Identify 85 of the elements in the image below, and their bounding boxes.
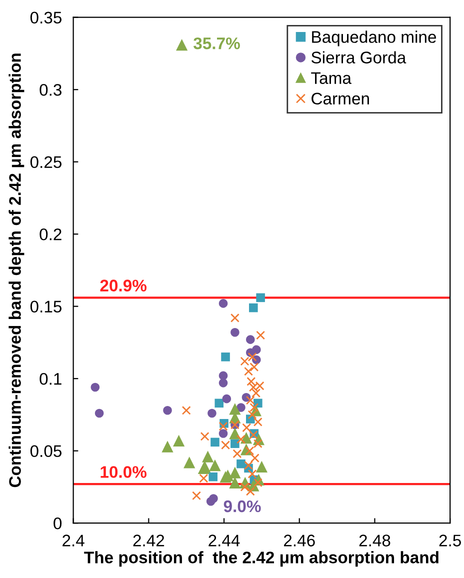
point <box>248 352 257 362</box>
annotation: 9.0% <box>224 500 261 512</box>
legend-label: Sierra Gorda <box>311 51 406 64</box>
point <box>163 406 172 415</box>
x-tick-label: 2.5 <box>439 534 461 546</box>
y-tick-label: 0.1 <box>40 372 62 385</box>
point <box>246 335 255 344</box>
point <box>176 38 188 51</box>
annotation: 20.9% <box>100 280 147 292</box>
y-tick-label: 0.25 <box>30 156 62 168</box>
point <box>253 417 262 426</box>
point <box>232 449 242 458</box>
x-tick-label: 2.46 <box>284 534 315 546</box>
point <box>242 423 252 432</box>
point <box>202 450 214 462</box>
point <box>229 466 241 478</box>
point <box>240 482 250 492</box>
point <box>200 432 210 441</box>
point <box>218 429 228 438</box>
point <box>256 293 265 302</box>
x-axis-title: The position of the 2.42 μm absorption band <box>84 551 438 567</box>
point <box>248 469 257 478</box>
point <box>250 454 260 463</box>
point <box>208 408 216 418</box>
legend-label: Baquedano mine <box>312 30 436 46</box>
point <box>208 472 218 482</box>
x-tick-label: 2.42 <box>133 534 164 546</box>
point <box>250 402 259 412</box>
point <box>230 313 240 322</box>
point <box>244 366 254 376</box>
point <box>162 440 174 452</box>
annotation: 35.7% <box>194 37 240 50</box>
point <box>229 476 241 488</box>
point <box>253 478 262 488</box>
point <box>246 376 256 386</box>
x-tick-label: 2.44 <box>208 534 240 546</box>
y-tick-label: 0.3 <box>40 84 62 96</box>
y-tick-label: 0.05 <box>30 445 62 458</box>
point <box>94 408 104 418</box>
point <box>250 362 259 372</box>
point <box>230 439 240 448</box>
point <box>253 439 262 448</box>
y-tick-label: 0 <box>54 517 62 530</box>
point <box>252 388 261 398</box>
point <box>256 460 268 473</box>
point <box>249 303 258 312</box>
point <box>246 486 255 496</box>
y-axis-title: Continuum-removed band depth of 2.42 μm absorption <box>8 54 24 488</box>
legend-label: Tama <box>311 72 352 84</box>
y-tick-label: 0.2 <box>40 228 62 240</box>
point <box>246 396 255 405</box>
legend-label: Carmen <box>312 92 369 105</box>
point <box>172 434 185 447</box>
point <box>214 398 224 408</box>
point <box>222 394 232 404</box>
point <box>245 446 254 456</box>
point <box>236 403 246 412</box>
point <box>199 474 208 483</box>
point <box>90 382 100 392</box>
point <box>229 403 241 415</box>
x-tick-label: 2.4 <box>62 534 84 546</box>
point <box>229 428 241 440</box>
point <box>236 434 246 444</box>
point <box>230 328 240 337</box>
annotation: 10.0% <box>100 466 147 478</box>
point <box>248 410 257 420</box>
point <box>184 456 196 468</box>
point <box>221 440 230 450</box>
point <box>209 459 221 472</box>
point <box>218 378 228 388</box>
x-tick-label: 2.48 <box>359 534 390 546</box>
point <box>192 491 202 500</box>
point <box>252 345 261 354</box>
y-tick-label: 0.15 <box>30 300 62 313</box>
point <box>209 494 218 503</box>
point <box>256 330 266 340</box>
point <box>244 460 254 470</box>
point <box>240 356 250 366</box>
point <box>218 299 228 308</box>
point <box>210 438 220 447</box>
point <box>182 406 191 415</box>
point <box>221 352 230 362</box>
y-tick-label: 0.35 <box>30 12 62 24</box>
point <box>236 459 246 468</box>
point <box>218 422 228 431</box>
